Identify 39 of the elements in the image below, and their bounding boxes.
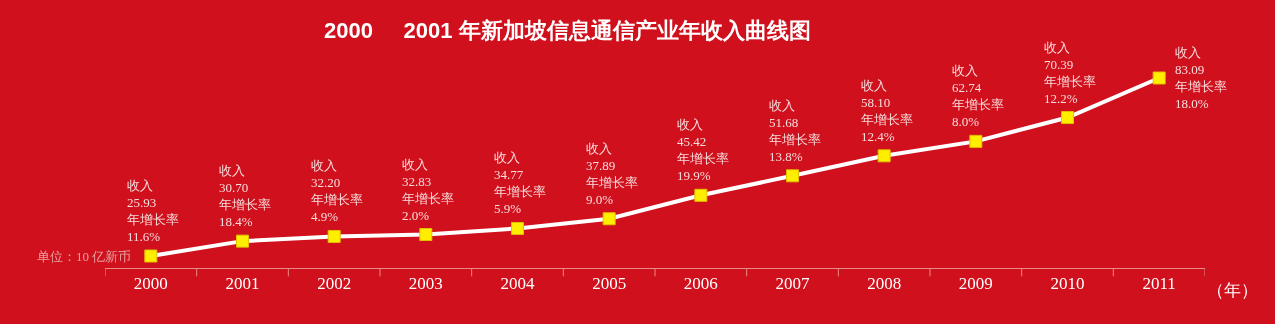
point — [511, 221, 524, 235]
data-label: 收入 34.77 年增长率 5.9% — [494, 150, 546, 216]
point — [1152, 71, 1166, 85]
x-tick-label: 2001 — [225, 274, 260, 294]
point — [236, 234, 249, 248]
x-tick-label: 2004 — [500, 274, 535, 294]
point — [694, 188, 708, 202]
data-label: 收入 30.70 年增长率 18.4% — [219, 163, 271, 229]
data-label: 收入 37.89 年增长率 9.0% — [586, 141, 638, 207]
data-label: 收入 83.09 年增长率 18.0% — [1175, 45, 1227, 111]
x-axis-title: （年） — [1207, 281, 1258, 300]
data-label: 收入 58.10 年增长率 12.4% — [861, 78, 913, 144]
x-tick-label: 2007 — [775, 274, 810, 294]
point — [877, 149, 891, 163]
x-tick-label: 2011 — [1142, 274, 1176, 294]
data-label: 收入 51.68 年增长率 13.8% — [769, 98, 821, 164]
x-tick-label: 2008 — [867, 274, 902, 294]
point — [144, 249, 158, 263]
data-label: 收入 25.93 年增长率 11.6% — [127, 178, 179, 244]
x-tick-label: 2009 — [958, 274, 993, 294]
point — [1061, 111, 1074, 125]
chart-title: 2000 2001 年新加坡信息通信产业年收入曲线图 — [324, 18, 811, 44]
annotation: 单位：10 亿新币 — [37, 249, 132, 264]
x-tick-label: 2003 — [408, 274, 443, 294]
point — [419, 228, 433, 242]
point — [786, 169, 799, 183]
data-label: 收入 62.74 年增长率 8.0% — [952, 63, 1004, 129]
point — [602, 212, 616, 226]
point — [327, 229, 341, 243]
data-label: 收入 32.20 年增长率 4.9% — [311, 158, 363, 224]
point — [969, 134, 983, 148]
x-tick-label: 2002 — [317, 274, 352, 294]
x-tick-label: 2000 — [133, 274, 168, 294]
data-label: 收入 32.83 年增长率 2.0% — [402, 157, 454, 223]
x-tick-label: 2010 — [1050, 274, 1085, 294]
x-tick-label: 2005 — [592, 274, 627, 294]
data-label: 收入 70.39 年增长率 12.2% — [1044, 40, 1096, 106]
x-tick-label: 2006 — [683, 274, 718, 294]
data-label: 收入 45.42 年增长率 19.9% — [677, 117, 729, 183]
